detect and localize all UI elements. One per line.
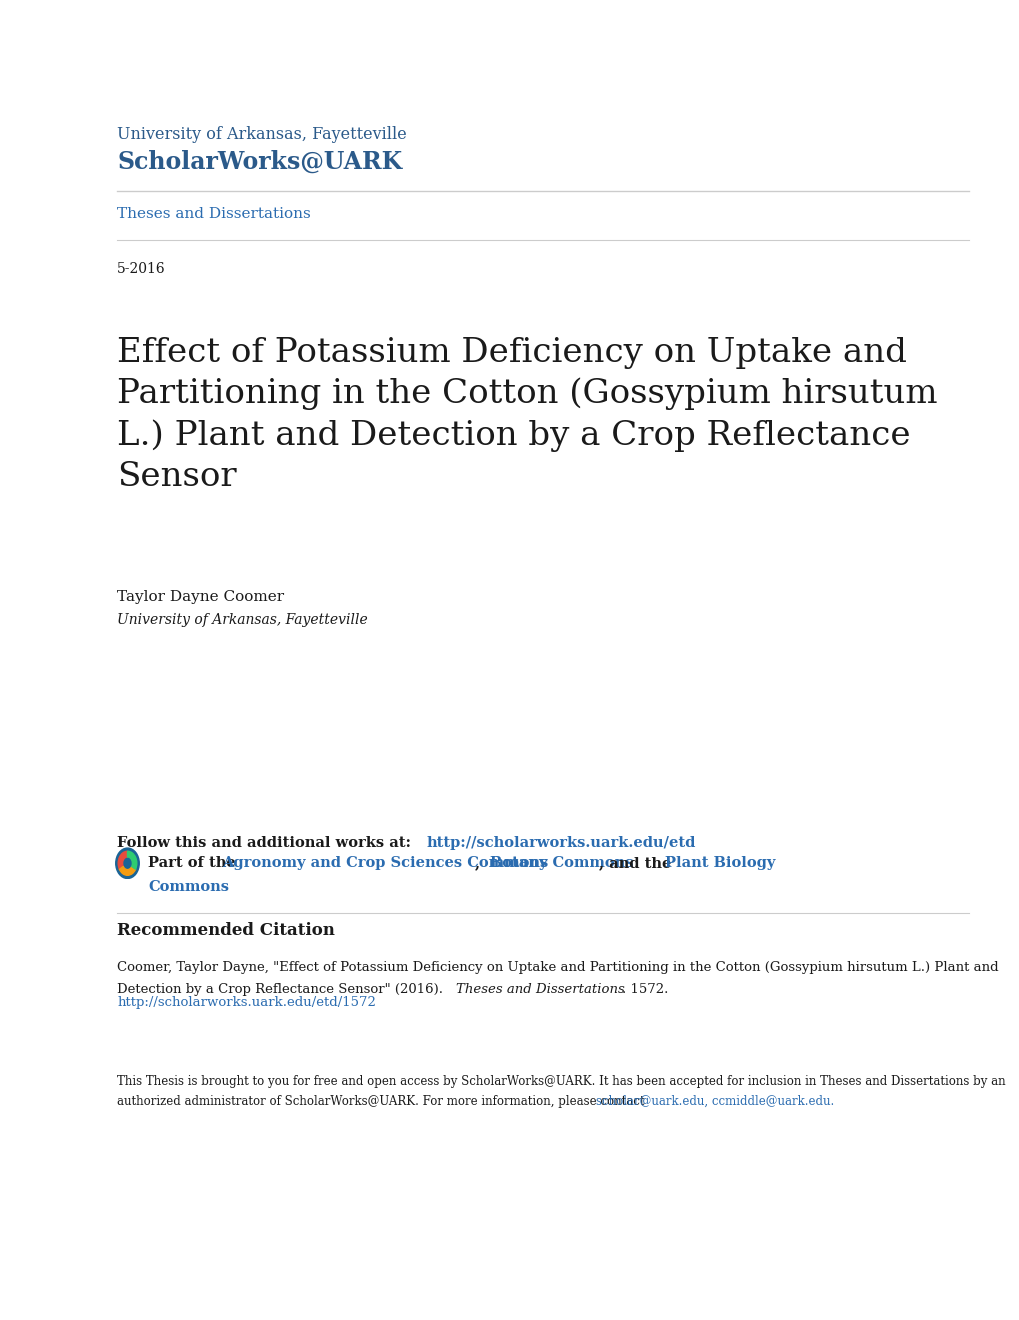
Wedge shape [127, 851, 137, 870]
Text: Theses and Dissertations: Theses and Dissertations [117, 207, 311, 220]
Text: http://scholarworks.uark.edu/etd: http://scholarworks.uark.edu/etd [426, 837, 695, 850]
Text: Taylor Dayne Coomer: Taylor Dayne Coomer [117, 590, 284, 603]
Text: Botany Commons: Botany Commons [489, 857, 633, 870]
Wedge shape [118, 851, 127, 870]
Text: Part of the: Part of the [148, 857, 240, 870]
Text: Recommended Citation: Recommended Citation [117, 921, 335, 939]
Text: University of Arkansas, Fayetteville: University of Arkansas, Fayetteville [117, 614, 368, 627]
Text: Coomer, Taylor Dayne, "Effect of Potassium Deficiency on Uptake and Partitioning: Coomer, Taylor Dayne, "Effect of Potassi… [117, 961, 998, 974]
Text: scholar@uark.edu, ccmiddle@uark.edu.: scholar@uark.edu, ccmiddle@uark.edu. [595, 1094, 834, 1107]
Text: This Thesis is brought to you for free and open access by ScholarWorks@UARK. It : This Thesis is brought to you for free a… [117, 1074, 1005, 1088]
Text: University of Arkansas, Fayetteville: University of Arkansas, Fayetteville [117, 125, 407, 143]
Wedge shape [119, 866, 136, 875]
Text: authorized administrator of ScholarWorks@UARK. For more information, please cont: authorized administrator of ScholarWorks… [117, 1094, 648, 1107]
Text: Detection by a Crop Reflectance Sensor" (2016).: Detection by a Crop Reflectance Sensor" … [117, 983, 447, 997]
Text: . 1572.: . 1572. [622, 983, 667, 997]
Text: , and the: , and the [598, 857, 676, 870]
Text: Plant Biology: Plant Biology [664, 857, 774, 870]
Text: 5-2016: 5-2016 [117, 263, 166, 276]
Text: http://scholarworks.uark.edu/etd/1572: http://scholarworks.uark.edu/etd/1572 [117, 995, 376, 1008]
Text: Commons: Commons [148, 880, 228, 894]
Circle shape [115, 847, 140, 879]
Text: Agronomy and Crop Sciences Commons: Agronomy and Crop Sciences Commons [222, 857, 548, 870]
Text: Effect of Potassium Deficiency on Uptake and
Partitioning in the Cotton (Gossypi: Effect of Potassium Deficiency on Uptake… [117, 337, 936, 492]
Text: Theses and Dissertations: Theses and Dissertations [455, 983, 624, 997]
Text: Follow this and additional works at:: Follow this and additional works at: [117, 837, 416, 850]
Text: ,: , [475, 857, 485, 870]
Text: ScholarWorks@UARK: ScholarWorks@UARK [117, 150, 403, 174]
